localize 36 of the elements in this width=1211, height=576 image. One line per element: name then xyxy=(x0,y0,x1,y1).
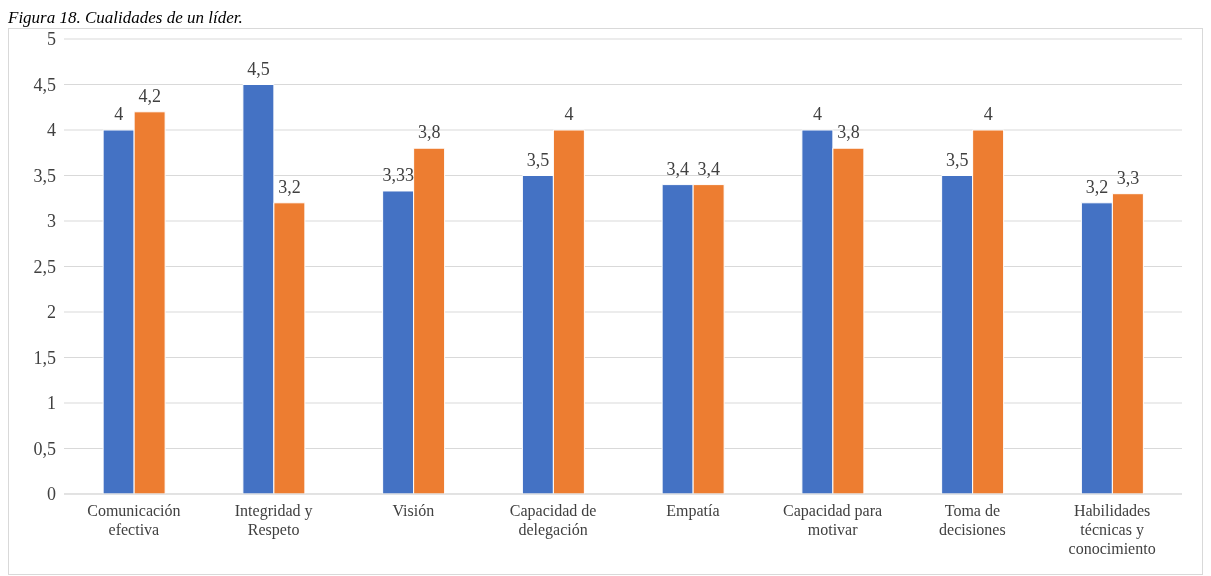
data-label: 3,4 xyxy=(666,158,689,179)
data-label: 3,3 xyxy=(1116,167,1140,188)
data-label: 4 xyxy=(114,104,124,124)
y-tick-label: 4,5 xyxy=(33,74,56,95)
x-tick-label: Habilidades técnicas y conocimiento xyxy=(1068,502,1156,557)
data-label: 4 xyxy=(564,104,574,124)
x-tick-label: Empatía xyxy=(666,502,720,520)
y-tick-label: 0,5 xyxy=(33,438,56,459)
data-label: 4 xyxy=(983,104,993,124)
y-tick-label: 2,5 xyxy=(33,256,56,277)
x-tick-label: Capacidad de delegación xyxy=(509,502,597,539)
y-tick-label: 4 xyxy=(47,120,56,141)
data-label: 3,4 xyxy=(697,158,720,179)
x-tick-label: Visión xyxy=(392,502,435,519)
data-label: 3,8 xyxy=(837,122,860,143)
y-tick-label: 1 xyxy=(47,393,56,414)
x-tick-label: Capacidad para motivar xyxy=(783,502,883,538)
y-tick-label: 0 xyxy=(47,484,56,505)
data-label: 4,5 xyxy=(247,58,270,79)
y-tick-label: 1,5 xyxy=(33,347,56,368)
data-label: 3,2 xyxy=(1085,176,1109,197)
chart-title: Figura 18. Cualidades de un líder. xyxy=(8,8,244,28)
data-label: 3,8 xyxy=(417,122,441,143)
data-label: 4,2 xyxy=(138,85,161,106)
data-label: 3,5 xyxy=(945,149,969,170)
data-label: 3,33 xyxy=(382,164,414,185)
data-label: 3,5 xyxy=(526,149,550,170)
x-tick-label: Comunicación efectiva xyxy=(87,502,181,538)
y-tick-label: 5 xyxy=(47,29,56,50)
y-tick-label: 3,5 xyxy=(33,165,56,186)
y-tick-label: 3 xyxy=(47,211,56,232)
y-tick-label: 2 xyxy=(47,302,56,323)
data-label: 4 xyxy=(812,104,822,124)
x-tick-label: Integridad y Respeto xyxy=(234,502,313,539)
x-tick-label: Toma de decisiones xyxy=(939,502,1006,538)
data-label: 3,2 xyxy=(278,176,301,197)
